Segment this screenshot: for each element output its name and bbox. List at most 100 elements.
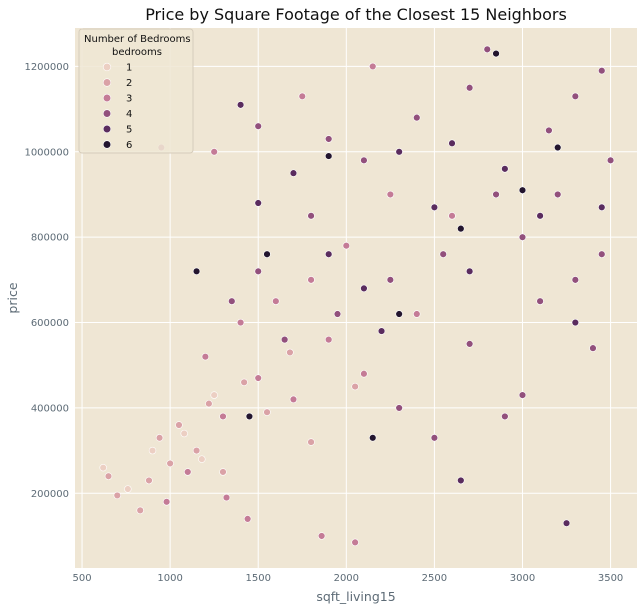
data-point <box>465 84 474 92</box>
legend-items: 1 2 3 4 5 6 <box>102 63 132 151</box>
data-point <box>324 152 333 160</box>
data-point <box>518 233 527 241</box>
y-tick-label: 400000 <box>31 403 69 414</box>
data-point <box>571 276 580 284</box>
data-point <box>369 62 377 71</box>
data-point <box>430 203 439 211</box>
data-point <box>554 143 562 152</box>
x-tick-label: 500 <box>73 573 92 584</box>
data-point <box>124 485 132 493</box>
data-point <box>439 250 447 258</box>
data-point <box>236 101 245 109</box>
data-point <box>386 190 395 199</box>
x-tick-label: 1000 <box>157 573 182 584</box>
data-point <box>598 203 606 211</box>
data-point <box>324 250 333 258</box>
data-point <box>263 250 271 258</box>
points-layer <box>99 45 615 547</box>
data-point <box>222 493 231 502</box>
data-point <box>240 378 248 387</box>
data-point <box>307 276 315 284</box>
data-point <box>210 148 218 156</box>
legend-title: Number of Bedrooms <box>84 34 191 45</box>
data-point <box>465 340 474 348</box>
data-point <box>518 186 527 194</box>
data-point <box>395 310 403 318</box>
data-point <box>205 399 213 408</box>
y-tick-label: 800000 <box>31 233 69 244</box>
data-point <box>228 297 236 305</box>
data-point <box>492 49 500 58</box>
data-point <box>554 190 562 199</box>
data-point <box>254 374 262 382</box>
legend-box <box>78 28 194 154</box>
data-point <box>448 139 456 147</box>
grid-lines <box>75 28 637 568</box>
data-point <box>280 335 289 344</box>
data-point <box>307 212 315 220</box>
data-point <box>254 122 262 130</box>
data-point <box>413 310 421 318</box>
x-tick-label: 2000 <box>334 573 359 584</box>
data-point <box>243 515 252 523</box>
data-point <box>289 395 298 404</box>
data-point <box>536 297 544 305</box>
data-point <box>598 66 606 75</box>
data-point <box>369 434 377 442</box>
data-point <box>254 199 262 207</box>
legend-label: 4 <box>126 109 132 120</box>
data-point <box>430 434 439 442</box>
data-point <box>236 318 245 327</box>
y-tick-label: 1200000 <box>24 62 69 73</box>
y-tick-label: 1000000 <box>24 147 69 158</box>
data-point <box>298 92 306 101</box>
data-point <box>289 169 298 177</box>
data-point <box>457 476 465 485</box>
data-point <box>360 370 368 378</box>
data-point <box>386 276 395 284</box>
data-point <box>113 491 121 500</box>
data-point <box>589 344 597 352</box>
chart-title: Price by Square Footage of the Closest 1… <box>145 5 567 24</box>
data-point <box>536 212 544 220</box>
legend-marker <box>102 140 112 149</box>
legend-label: 2 <box>126 78 132 89</box>
data-point <box>571 318 580 327</box>
legend-label: 1 <box>126 63 132 74</box>
legend-label: 3 <box>126 94 132 105</box>
legend-marker <box>102 78 112 87</box>
data-point <box>136 506 144 515</box>
data-point <box>377 327 386 335</box>
data-point <box>219 468 227 476</box>
data-point <box>395 148 403 156</box>
legend-marker <box>102 109 112 118</box>
data-point <box>395 404 403 412</box>
data-point <box>545 126 553 135</box>
data-point <box>184 468 192 476</box>
data-point <box>180 429 188 438</box>
data-point <box>360 284 368 293</box>
data-point <box>198 455 206 463</box>
data-point <box>210 391 218 399</box>
data-point <box>351 382 359 391</box>
data-point <box>192 267 201 276</box>
data-point <box>457 224 465 233</box>
x-tick-label: 1500 <box>245 573 270 584</box>
data-point <box>192 446 201 455</box>
data-point <box>483 45 491 54</box>
data-point <box>501 165 509 173</box>
data-point <box>162 498 171 506</box>
data-point <box>201 352 210 361</box>
data-point <box>492 190 500 199</box>
data-point <box>413 113 421 122</box>
x-tick-label: 3500 <box>598 573 623 584</box>
data-point <box>175 421 183 429</box>
data-point <box>351 538 359 547</box>
data-point <box>342 242 351 250</box>
data-point <box>324 135 333 143</box>
data-point <box>145 476 153 485</box>
data-point <box>307 438 315 446</box>
legend-label: 5 <box>126 125 132 136</box>
data-point <box>360 156 368 165</box>
